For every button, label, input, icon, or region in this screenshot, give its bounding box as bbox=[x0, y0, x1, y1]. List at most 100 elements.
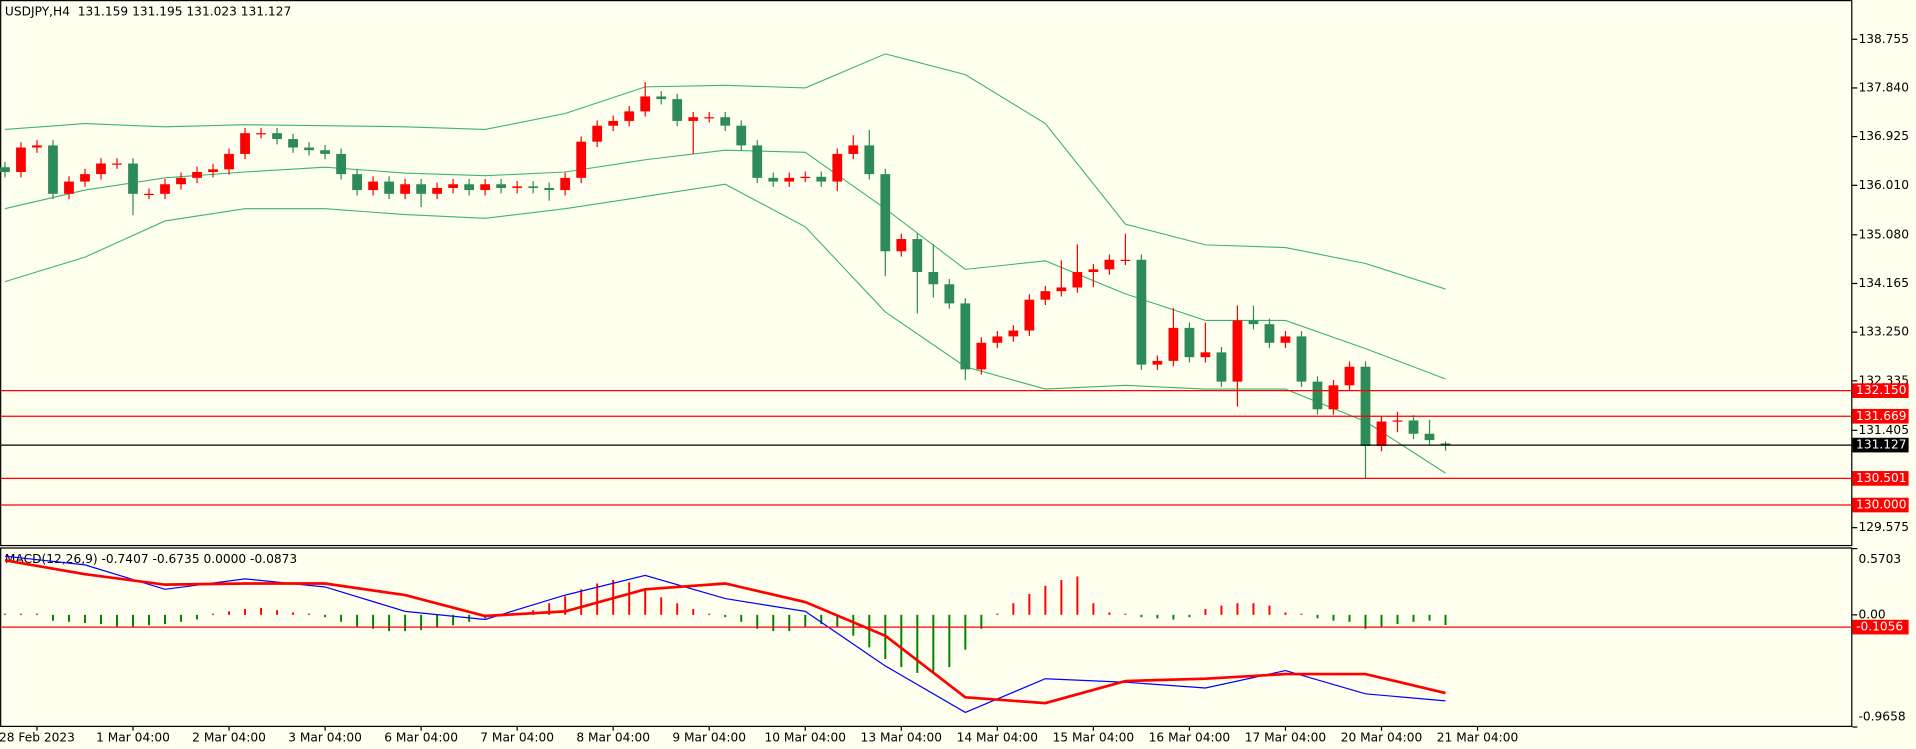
y-tick-label: 137.840 bbox=[1859, 80, 1909, 94]
x-tick-label: 2 Mar 04:00 bbox=[192, 731, 266, 745]
y-tick-label: 136.010 bbox=[1859, 178, 1909, 192]
price-level-label: 130.000 bbox=[1856, 498, 1906, 512]
candle-body bbox=[112, 163, 122, 165]
candle-body bbox=[432, 187, 443, 194]
candle-body bbox=[944, 284, 955, 304]
candle-body bbox=[544, 187, 555, 191]
candle-body bbox=[336, 153, 346, 175]
candle-body bbox=[1280, 336, 1291, 343]
candle-body bbox=[640, 96, 651, 112]
candle-body bbox=[1264, 324, 1275, 343]
candle-body bbox=[1024, 299, 1035, 331]
current-price-box bbox=[1852, 437, 1909, 453]
candle-body bbox=[736, 125, 747, 146]
x-tick-label: 17 Mar 04:00 bbox=[1245, 731, 1326, 745]
candle-body bbox=[48, 145, 58, 194]
x-tick-label: 13 Mar 04:00 bbox=[861, 731, 942, 745]
y-tick-label: 134.165 bbox=[1859, 276, 1909, 290]
candle-body bbox=[144, 193, 154, 196]
candle-body bbox=[32, 145, 42, 148]
candle-body bbox=[0, 167, 10, 173]
candle-body bbox=[272, 133, 282, 140]
x-tick-label: 20 Mar 04:00 bbox=[1341, 731, 1422, 745]
x-tick-label: 28 Feb 2023 bbox=[0, 731, 75, 745]
macd-header: MACD(12,26,9) -0.7407 -0.6735 0.0000 -0.… bbox=[5, 552, 297, 566]
x-tick-label: 3 Mar 04:00 bbox=[288, 731, 362, 745]
candle-body bbox=[1008, 330, 1019, 337]
candle-body bbox=[560, 177, 571, 191]
candle-body bbox=[1184, 327, 1195, 358]
candle-body bbox=[704, 117, 715, 119]
price-level-label: 132.150 bbox=[1856, 383, 1906, 397]
candle-body bbox=[672, 99, 683, 121]
candle-body bbox=[1168, 327, 1179, 361]
candle-body bbox=[928, 272, 939, 285]
candle-body bbox=[208, 169, 218, 173]
price-level-box bbox=[1852, 383, 1909, 398]
candle-body bbox=[864, 145, 875, 175]
y-tick-label: 133.250 bbox=[1859, 325, 1909, 339]
x-tick-label: 14 Mar 04:00 bbox=[957, 731, 1038, 745]
candle-body bbox=[1056, 287, 1067, 292]
candle-body bbox=[1376, 421, 1387, 446]
candle-body bbox=[976, 342, 987, 370]
candle-body bbox=[384, 181, 394, 194]
macd-line bbox=[4, 555, 1446, 714]
candle-body bbox=[352, 174, 362, 191]
candle-body bbox=[624, 111, 635, 121]
candle-body bbox=[192, 172, 202, 178]
bollinger-band bbox=[4, 183, 1446, 474]
candle-body bbox=[576, 141, 587, 178]
price-level-box bbox=[1852, 497, 1909, 513]
candle-body bbox=[1408, 420, 1419, 434]
candle-body bbox=[448, 184, 459, 188]
candle-body bbox=[224, 153, 234, 170]
price-panel bbox=[0, 0, 1853, 547]
candle-body bbox=[1312, 381, 1323, 410]
y-tick-label: 136.925 bbox=[1859, 129, 1909, 143]
price-level-label: 130.501 bbox=[1856, 471, 1906, 485]
x-tick-label: 15 Mar 04:00 bbox=[1053, 731, 1134, 745]
candle-body bbox=[256, 133, 266, 135]
candle-body bbox=[752, 145, 763, 178]
x-tick-label: 10 Mar 04:00 bbox=[765, 731, 846, 745]
candle-body bbox=[896, 239, 907, 252]
y-tick-label: 0.00 bbox=[1859, 607, 1886, 621]
candle-body bbox=[416, 184, 427, 194]
x-tick-label: 16 Mar 04:00 bbox=[1149, 731, 1230, 745]
signal-line bbox=[4, 558, 1446, 705]
x-tick-label: 6 Mar 04:00 bbox=[384, 731, 458, 745]
candle-body bbox=[64, 181, 74, 194]
candle-body bbox=[1216, 352, 1227, 382]
candle-body bbox=[592, 125, 603, 142]
candle-body bbox=[1392, 420, 1403, 422]
candle-body bbox=[960, 303, 971, 370]
candle-body bbox=[496, 184, 507, 188]
symbol-header: USDJPY,H4 131.159 131.195 131.023 131.12… bbox=[5, 5, 291, 19]
x-tick-label: 9 Mar 04:00 bbox=[672, 731, 746, 745]
bollinger-band bbox=[4, 53, 1446, 290]
candle-body bbox=[1424, 433, 1435, 441]
candle-body bbox=[480, 184, 491, 191]
candle-body bbox=[1232, 320, 1243, 382]
x-tick-label: 7 Mar 04:00 bbox=[480, 731, 554, 745]
candle-body bbox=[688, 117, 699, 121]
x-tick-label: 1 Mar 04:00 bbox=[96, 731, 170, 745]
x-tick-label: 21 Mar 04:00 bbox=[1437, 731, 1518, 745]
candle-body bbox=[464, 184, 475, 191]
candle-body bbox=[528, 186, 539, 188]
macd-level-box bbox=[1852, 619, 1909, 635]
candle-body bbox=[240, 133, 250, 154]
candle-body bbox=[848, 145, 859, 154]
candle-body bbox=[80, 174, 90, 182]
candle-body bbox=[608, 120, 619, 126]
candle-body bbox=[816, 176, 827, 182]
price-level-box bbox=[1852, 408, 1909, 424]
candle-body bbox=[320, 150, 330, 154]
candle-body bbox=[16, 147, 26, 173]
macd-level-label: -0.1056 bbox=[1856, 620, 1903, 634]
y-tick-label: 0.5703 bbox=[1859, 552, 1902, 566]
